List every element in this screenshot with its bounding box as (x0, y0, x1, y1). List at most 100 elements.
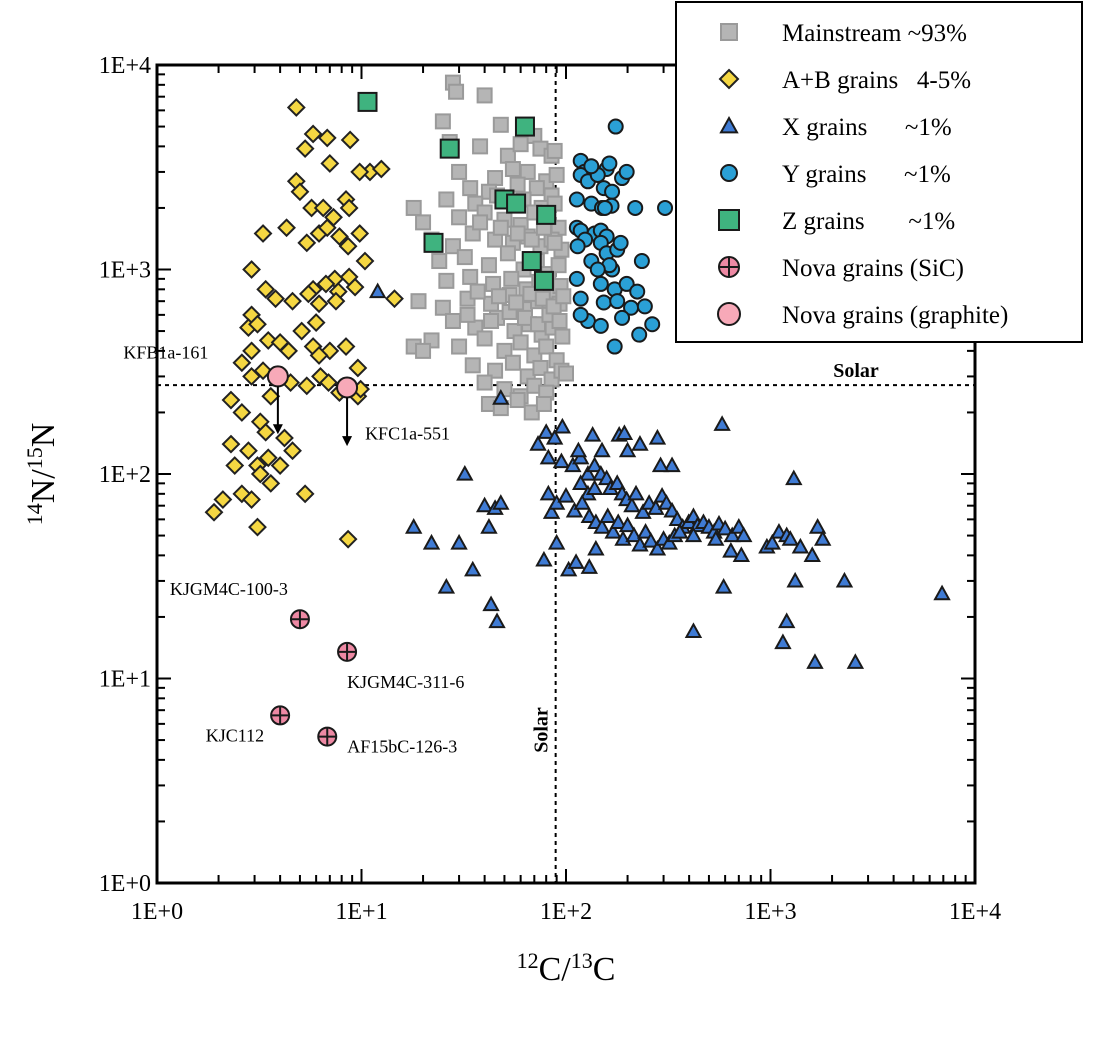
x-tick-label: 1E+4 (949, 899, 1001, 925)
data-point (317, 218, 337, 238)
data-point (618, 163, 635, 180)
data-point (242, 341, 261, 361)
data-point (487, 170, 504, 187)
data-point (317, 128, 337, 148)
data-point (554, 328, 571, 345)
data-point (476, 87, 493, 104)
data-point (535, 550, 553, 567)
data-point (405, 518, 423, 534)
data-point (589, 261, 606, 278)
data-point (546, 234, 563, 251)
data-point (614, 309, 631, 326)
x-tick-label: 1E+0 (131, 899, 183, 925)
legend: Mainstream ~93% A+B grains 4-5% X grains ~… (675, 1, 1083, 343)
data-point (644, 316, 661, 333)
legend-label: Z grains ~1% (782, 208, 955, 235)
data-point (519, 163, 536, 180)
data-point (482, 595, 500, 612)
data-point (627, 484, 645, 501)
data-point (553, 417, 572, 434)
data-point (303, 124, 323, 144)
data-point (503, 270, 520, 287)
data-point (221, 390, 241, 410)
y-tick-label: 1E+3 (99, 258, 151, 284)
data-point (537, 423, 555, 439)
grain-label: KJGM4C-100-3 (170, 579, 288, 599)
data-point (423, 232, 444, 253)
data-point (225, 456, 245, 475)
data-point (289, 609, 310, 630)
data-point (583, 158, 600, 175)
data-point (623, 496, 641, 513)
data-point (258, 331, 278, 350)
data-point (583, 426, 602, 442)
data-point (248, 517, 267, 537)
data-point (545, 428, 564, 445)
tick-labels: 1E+0 1E+1 1E+2 1E+3 1E+4 1E+0 1E+1 1E+2 1E+3 1E+4 (99, 53, 1001, 925)
arrow-head (342, 436, 353, 447)
data-point (707, 530, 725, 546)
data-point (580, 558, 599, 574)
data-point (786, 571, 804, 588)
data-point (846, 653, 865, 669)
y-tick-label: 1E+0 (99, 871, 151, 897)
grain-label: KFC1a-551 (365, 423, 450, 443)
data-point (340, 130, 360, 150)
data-point (270, 705, 291, 726)
data-point (320, 154, 340, 173)
solar-label-vertical: Solar (531, 707, 553, 753)
data-point (523, 231, 540, 248)
data-point (451, 209, 468, 226)
data-point (438, 191, 455, 208)
x-tick-label: 1E+3 (744, 899, 796, 925)
series-2 (368, 282, 951, 669)
data-point (781, 530, 800, 546)
data-point (261, 386, 281, 406)
data-point (542, 503, 561, 519)
data-point (415, 342, 432, 359)
data-point (444, 238, 461, 255)
data-point (631, 435, 649, 451)
data-point (250, 464, 270, 484)
data-point (451, 338, 468, 355)
data-point (618, 275, 635, 292)
data-point (604, 523, 622, 539)
data-point (523, 404, 540, 421)
legend-marker (720, 164, 738, 182)
data-point (568, 270, 585, 287)
data-point (290, 182, 310, 202)
data-point (572, 474, 590, 490)
series-6 (266, 365, 359, 399)
data-point (258, 448, 278, 468)
data-point (410, 293, 427, 310)
data-point (350, 162, 370, 182)
data-point (475, 496, 494, 513)
solar-label-horizontal: Solar (833, 360, 879, 382)
data-point (557, 487, 575, 503)
data-point (337, 641, 358, 662)
data-point (806, 653, 824, 669)
data-point (492, 116, 509, 133)
data-point (504, 354, 521, 371)
y-label-num-iso: 14 (22, 503, 47, 525)
legend-label: Y grains ~1% (782, 161, 951, 188)
data-point (499, 245, 516, 262)
grain-label: KJGM4C-311-6 (347, 672, 464, 692)
data-point (663, 501, 681, 518)
data-point (933, 584, 951, 601)
data-point (723, 526, 741, 543)
data-point (292, 321, 312, 341)
data-point (309, 346, 329, 365)
data-point (569, 441, 588, 458)
data-point (606, 338, 623, 355)
data-point (319, 373, 338, 392)
data-point (627, 199, 644, 216)
grain-label: AF15bC-126-3 (347, 737, 457, 757)
data-point (539, 448, 558, 465)
data-point (814, 530, 832, 546)
legend-marker (718, 256, 740, 278)
data-point (512, 136, 529, 153)
series-0 (405, 74, 574, 421)
data-point (309, 294, 329, 314)
data-point (462, 268, 479, 285)
